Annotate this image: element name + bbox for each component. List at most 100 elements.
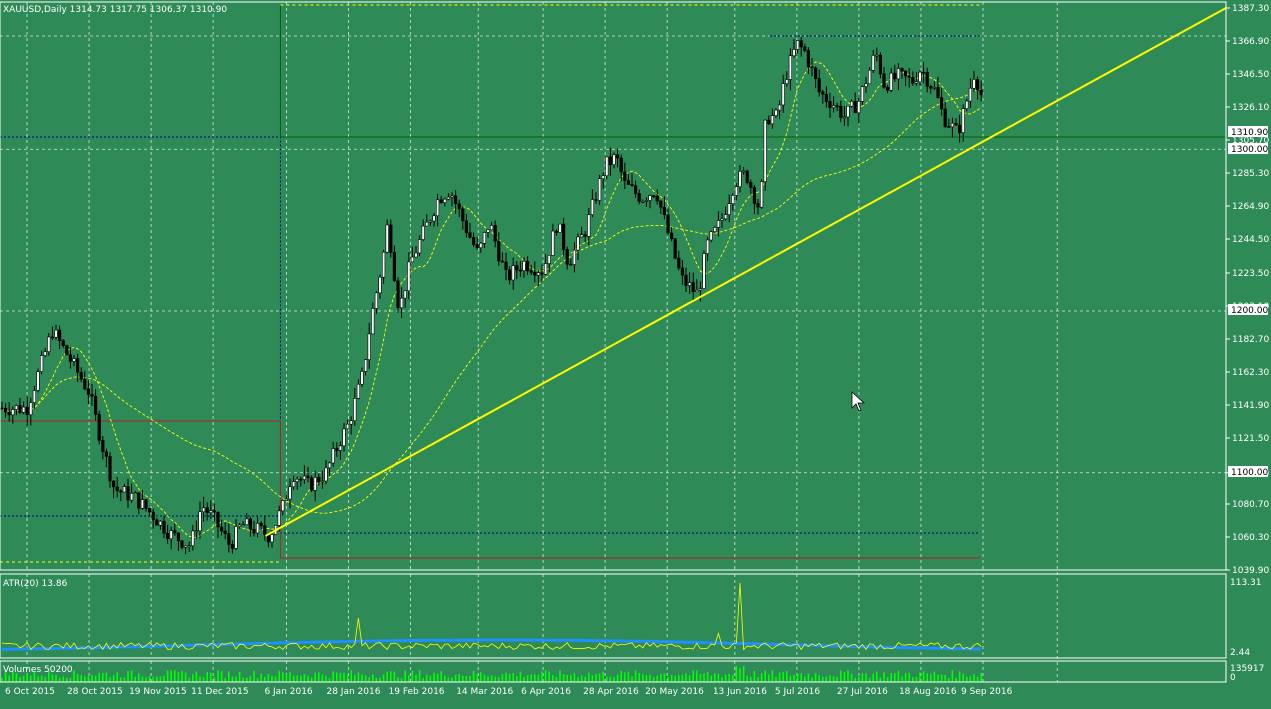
candle-body bbox=[349, 420, 353, 425]
candle-body bbox=[180, 540, 184, 548]
candle-body bbox=[309, 477, 314, 491]
candle-body bbox=[846, 105, 850, 118]
y-tick-label: 1060.30 bbox=[1232, 533, 1269, 543]
x-tick-label: 13 Jun 2016 bbox=[713, 687, 767, 697]
candle-body bbox=[54, 329, 58, 338]
candle-body bbox=[957, 124, 962, 133]
x-tick-label: 6 Oct 2015 bbox=[5, 687, 55, 697]
y-tick-label: 1244.50 bbox=[1232, 235, 1269, 245]
trendline bbox=[265, 7, 1227, 537]
candle-body bbox=[533, 272, 537, 276]
candle-body bbox=[849, 101, 854, 107]
candle-body bbox=[220, 526, 224, 532]
candle-body bbox=[324, 467, 328, 482]
candle-body bbox=[302, 475, 307, 480]
candle-body bbox=[918, 71, 922, 83]
candle-body bbox=[932, 87, 936, 89]
candle-body bbox=[184, 545, 188, 548]
candle-body bbox=[975, 79, 980, 91]
candle-body bbox=[576, 236, 580, 251]
x-tick-label: 11 Dec 2015 bbox=[191, 687, 249, 697]
candle-body bbox=[597, 178, 602, 201]
y-tick-label: 1285.30 bbox=[1232, 169, 1269, 179]
symbol-info-label: XAUUSD,Daily 1314.73 1317.75 1306.37 131… bbox=[3, 5, 227, 15]
candle-body bbox=[547, 255, 551, 264]
candle-body bbox=[939, 97, 944, 110]
candle-body bbox=[353, 398, 357, 422]
atr-line bbox=[1, 582, 982, 651]
candle-body bbox=[781, 83, 785, 106]
candle-body bbox=[432, 215, 436, 222]
candle-body bbox=[727, 203, 731, 215]
moving-averages bbox=[1, 61, 982, 539]
candle-body bbox=[626, 180, 630, 185]
candle-body bbox=[464, 220, 469, 234]
candle-body bbox=[831, 105, 836, 108]
level-1300-tag-box bbox=[1228, 143, 1268, 154]
candle-body bbox=[777, 104, 782, 111]
candle-body bbox=[378, 276, 382, 294]
candle-body bbox=[497, 240, 501, 262]
candle-body bbox=[104, 451, 108, 457]
candle-body bbox=[551, 230, 555, 256]
candle-body bbox=[140, 499, 145, 509]
atr-panel bbox=[1, 582, 982, 651]
candle-body bbox=[669, 232, 674, 240]
candle-body bbox=[648, 195, 652, 201]
x-tick-label: 27 Jul 2016 bbox=[837, 687, 888, 697]
level-1100-tag-box bbox=[1228, 466, 1268, 477]
candle-body bbox=[162, 520, 166, 534]
candle-body bbox=[443, 198, 447, 203]
period-open-line bbox=[279, 5, 1226, 138]
candle-body bbox=[327, 462, 332, 469]
price-panel-frame bbox=[0, 1, 1227, 571]
candle-body bbox=[716, 220, 720, 228]
candle-body bbox=[929, 86, 933, 89]
candle-body bbox=[205, 507, 209, 513]
candle-body bbox=[947, 126, 951, 128]
candle-body bbox=[461, 208, 465, 222]
candle-body bbox=[857, 101, 861, 114]
candle-body bbox=[702, 253, 706, 289]
candle-body bbox=[659, 200, 663, 208]
candle-body bbox=[921, 71, 926, 74]
candle-body bbox=[979, 89, 983, 96]
candle-body bbox=[893, 72, 897, 80]
candle-body bbox=[212, 510, 217, 513]
candle-body bbox=[32, 390, 36, 403]
candle-body bbox=[630, 184, 634, 186]
candle-body bbox=[896, 68, 900, 80]
trendline-layer[interactable] bbox=[265, 7, 1227, 537]
x-tick-label: 6 Apr 2016 bbox=[521, 687, 571, 697]
candle-body bbox=[94, 395, 98, 415]
candle-body bbox=[489, 225, 494, 231]
candle-body bbox=[291, 481, 296, 488]
candle-body bbox=[374, 292, 379, 309]
ma-fast-line bbox=[1, 61, 982, 539]
x-tick-label: 28 Oct 2015 bbox=[67, 687, 123, 697]
x-tick-label: 18 Aug 2016 bbox=[899, 687, 957, 697]
candle-body bbox=[687, 282, 692, 286]
candle-body bbox=[853, 101, 857, 114]
candle-body bbox=[367, 333, 371, 360]
candle-body bbox=[450, 195, 454, 198]
candle-body bbox=[720, 218, 724, 221]
candle-body bbox=[525, 260, 530, 272]
candle-body bbox=[410, 256, 415, 263]
x-tick-label: 19 Nov 2015 bbox=[129, 687, 187, 697]
candle-body bbox=[705, 239, 710, 254]
candle-body bbox=[57, 329, 62, 341]
candle-body bbox=[112, 480, 116, 488]
candle-body bbox=[731, 195, 735, 204]
x-tick-label: 5 Jul 2016 bbox=[775, 687, 820, 697]
candle-body bbox=[371, 308, 375, 335]
candle-body bbox=[288, 486, 292, 500]
candle-body bbox=[47, 336, 51, 352]
y-tick-label: 1162.30 bbox=[1232, 368, 1269, 378]
candle-body bbox=[763, 119, 767, 182]
volume-zero-value: 0 bbox=[1230, 673, 1236, 683]
candle-body bbox=[878, 54, 882, 75]
candle-body bbox=[824, 93, 828, 102]
